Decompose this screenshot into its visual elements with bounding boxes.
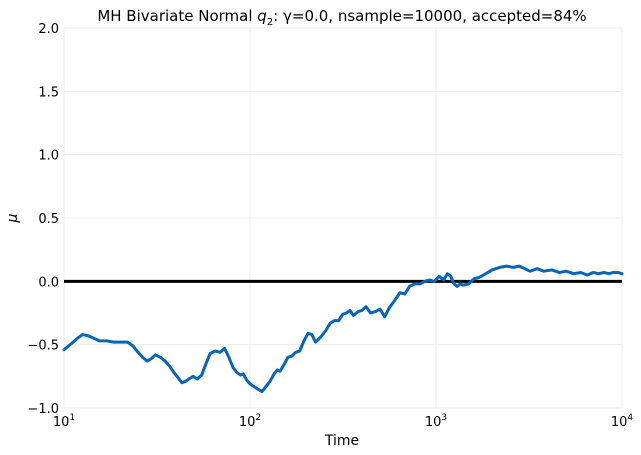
x-tick-label: 104 bbox=[611, 413, 634, 430]
y-tick-label: 0.0 bbox=[38, 275, 59, 290]
y-axis-label: μ bbox=[5, 213, 21, 223]
x-axis-label: Time bbox=[324, 433, 359, 449]
title-q-subscript: 2 bbox=[267, 17, 273, 28]
y-tick-label: −0.5 bbox=[27, 339, 59, 354]
y-tick-label: −1.0 bbox=[27, 402, 59, 417]
grid-layer bbox=[63, 27, 623, 409]
series-layer bbox=[62, 264, 624, 394]
y-tick-label: 1.5 bbox=[38, 85, 59, 100]
title-q: q bbox=[257, 7, 267, 25]
y-tick-label: 2.0 bbox=[38, 22, 59, 37]
x-tick-label: 102 bbox=[239, 413, 261, 430]
x-tick-label: 103 bbox=[425, 413, 447, 430]
series-line bbox=[62, 264, 624, 394]
y-tick-label: 1.0 bbox=[38, 149, 59, 164]
chart-title: MH Bivariate Normal q2: γ=0.0, nsample=1… bbox=[97, 7, 586, 28]
y-tick-labels: −1.0 −0.5 0.0 0.5 1.0 1.5 2.0 bbox=[27, 22, 59, 417]
x-tick-labels: 101 102 103 104 bbox=[53, 413, 634, 430]
x-tick-label: 101 bbox=[53, 413, 75, 430]
y-tick-label: 0.5 bbox=[38, 212, 59, 227]
